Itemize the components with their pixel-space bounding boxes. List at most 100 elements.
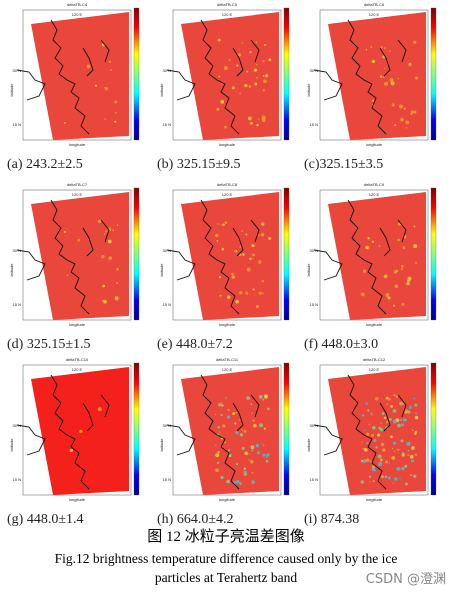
texture xyxy=(220,83,223,85)
texture xyxy=(218,75,221,78)
texture xyxy=(253,423,257,428)
texture xyxy=(361,414,365,417)
panel-title: deltaTB-C10 xyxy=(66,357,89,362)
texture xyxy=(399,477,401,479)
panel-caption: (h) 664.0±4.2 xyxy=(157,512,234,527)
colorbar xyxy=(283,7,290,141)
texture xyxy=(225,397,227,399)
texture xyxy=(114,296,119,301)
texture xyxy=(390,404,394,408)
y-tick-label: 15 N xyxy=(13,477,22,482)
x-tick-label: 120 E xyxy=(369,367,380,372)
texture xyxy=(394,451,396,453)
colorbar xyxy=(133,362,140,496)
texture xyxy=(392,441,397,445)
texture xyxy=(404,464,408,468)
x-tick-label: 120 E xyxy=(72,367,83,372)
texture xyxy=(107,239,112,244)
panel-title: deltaTB-C9 xyxy=(364,182,385,187)
texture xyxy=(262,89,265,92)
y-axis-label: latitude xyxy=(9,83,14,97)
texture xyxy=(264,394,268,399)
texture xyxy=(413,474,417,478)
texture xyxy=(410,110,414,114)
texture xyxy=(387,476,391,480)
panel: deltaTB-C11 120 E 30 N 15 N longitude latitud… xyxy=(157,357,290,527)
x-tick-label: 120 E xyxy=(369,192,380,197)
texture xyxy=(375,446,378,449)
panel-caption: (f) 448.0±3.0 xyxy=(304,337,378,352)
texture xyxy=(405,126,408,129)
texture xyxy=(411,446,415,450)
texture xyxy=(238,419,241,421)
texture xyxy=(368,475,372,478)
texture xyxy=(367,409,370,412)
texture xyxy=(408,441,411,444)
x-axis-label: longitude xyxy=(366,142,383,147)
panel: deltaTB-C8 120 E 30 N 15 N longitude latitude… xyxy=(157,182,290,352)
texture xyxy=(395,269,398,273)
texture xyxy=(262,74,265,77)
texture xyxy=(375,396,379,401)
texture xyxy=(390,435,393,439)
texture xyxy=(241,42,244,44)
colorbar xyxy=(133,7,140,141)
texture xyxy=(230,272,234,276)
texture xyxy=(413,397,416,400)
texture xyxy=(414,430,417,434)
texture xyxy=(220,476,224,480)
texture xyxy=(386,403,388,405)
texture xyxy=(380,46,383,49)
texture xyxy=(255,443,260,448)
texture xyxy=(253,68,258,72)
panel-title: deltaTB-C7 xyxy=(67,182,88,187)
texture xyxy=(242,253,245,256)
texture xyxy=(404,482,408,486)
texture xyxy=(263,79,267,84)
texture xyxy=(412,429,414,432)
y-axis-label: latitude xyxy=(9,263,14,277)
y-tick-label: 15 N xyxy=(13,302,22,307)
panel-caption: (b) 325.15±9.5 xyxy=(157,157,241,172)
texture xyxy=(235,300,239,304)
texture xyxy=(218,403,221,405)
texture xyxy=(239,433,244,437)
panel: deltaTB-C12 120 E 30 N 15 N longitude latitud… xyxy=(304,357,437,527)
texture xyxy=(399,104,403,109)
panel: deltaTB-C7 120 E 30 N 15 N longitude latitude… xyxy=(7,182,140,352)
y-axis-label: latitude xyxy=(159,438,164,452)
texture xyxy=(414,415,419,420)
texture xyxy=(241,230,243,232)
texture xyxy=(258,291,262,295)
x-axis-label: longitude xyxy=(69,497,86,502)
colorbar xyxy=(430,362,437,496)
texture xyxy=(414,453,417,457)
y-tick-label: 15 N xyxy=(163,302,172,307)
texture xyxy=(370,46,373,49)
y-tick-label: 30 N xyxy=(310,68,319,73)
texture xyxy=(97,219,102,224)
texture xyxy=(255,304,259,309)
texture xyxy=(406,281,410,286)
texture xyxy=(114,100,118,104)
panel-title: deltaTB-C12 xyxy=(363,357,386,362)
texture xyxy=(245,291,249,295)
coastline xyxy=(166,19,260,135)
colorbar xyxy=(430,7,437,141)
texture xyxy=(413,244,418,249)
texture xyxy=(266,453,270,457)
y-tick-label: 30 N xyxy=(310,248,319,253)
y-tick-label: 15 N xyxy=(163,122,172,127)
texture xyxy=(381,412,385,415)
texture xyxy=(402,468,405,470)
y-tick-label: 30 N xyxy=(13,423,22,428)
coastline xyxy=(313,374,407,490)
texture xyxy=(367,237,370,240)
texture xyxy=(385,460,389,464)
texture xyxy=(77,238,81,242)
texture xyxy=(221,402,223,404)
texture xyxy=(251,471,254,474)
texture xyxy=(405,120,410,125)
x-tick-label: 120 E xyxy=(222,367,233,372)
